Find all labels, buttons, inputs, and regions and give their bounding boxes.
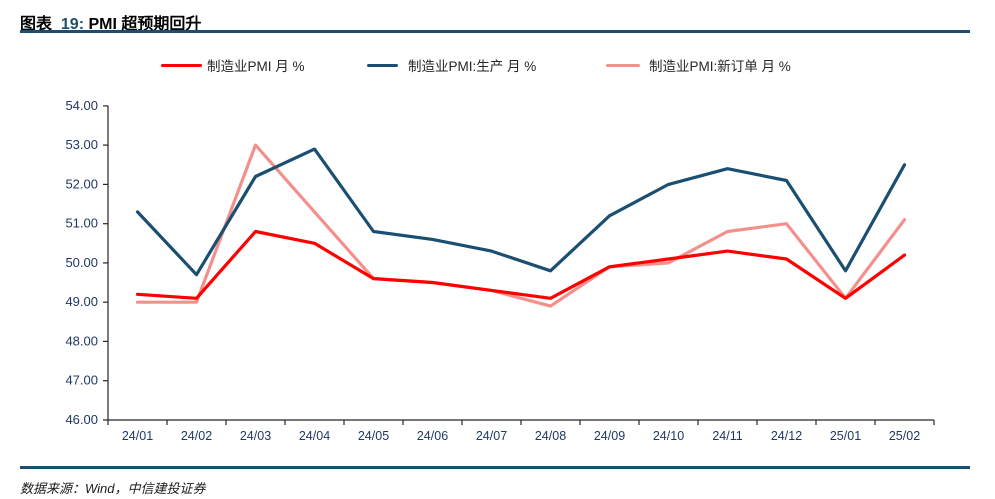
svg-text:24/05: 24/05 (358, 429, 389, 443)
svg-text:46.00: 46.00 (65, 412, 98, 427)
svg-text:24/03: 24/03 (240, 429, 271, 443)
svg-text:25/01: 25/01 (830, 429, 861, 443)
svg-text:54.00: 54.00 (65, 98, 98, 113)
svg-text:24/08: 24/08 (535, 429, 566, 443)
svg-text:24/01: 24/01 (122, 429, 153, 443)
svg-text:24/04: 24/04 (299, 429, 330, 443)
svg-text:24/12: 24/12 (771, 429, 802, 443)
svg-text:49.00: 49.00 (65, 294, 98, 309)
svg-text:24/10: 24/10 (653, 429, 684, 443)
svg-text:24/11: 24/11 (712, 429, 742, 443)
svg-text:25/02: 25/02 (889, 429, 920, 443)
svg-text:50.00: 50.00 (65, 255, 98, 270)
svg-text:24/07: 24/07 (476, 429, 507, 443)
svg-text:53.00: 53.00 (65, 137, 98, 152)
svg-text:47.00: 47.00 (65, 373, 98, 388)
svg-text:51.00: 51.00 (65, 216, 98, 231)
svg-text:52.00: 52.00 (65, 176, 98, 191)
svg-text:24/02: 24/02 (181, 429, 212, 443)
svg-text:24/09: 24/09 (594, 429, 625, 443)
svg-text:48.00: 48.00 (65, 333, 98, 348)
svg-text:24/06: 24/06 (417, 429, 448, 443)
